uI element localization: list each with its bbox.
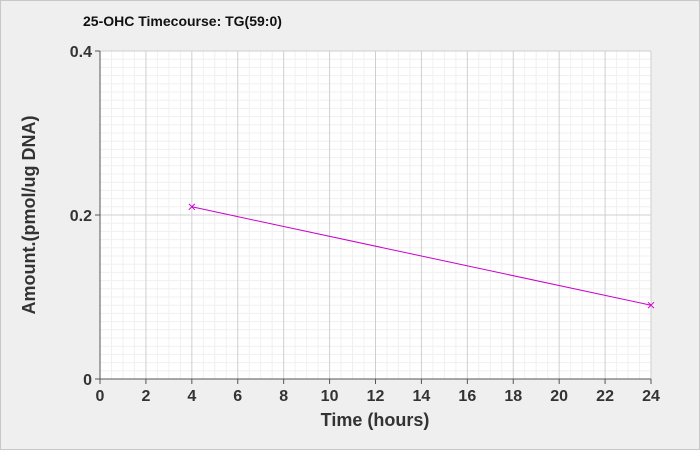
y-tick-label: 0.4 [70,44,92,61]
x-tick-label: 2 [141,388,150,405]
chart-title: 25-OHC Timecourse: TG(59:0) [83,13,282,29]
x-tick-label: 6 [233,388,242,405]
y-tick-label: 0.2 [70,208,92,225]
axes [95,50,652,384]
x-tick-label: 22 [596,388,614,405]
x-tick-label: 18 [504,388,522,405]
series-line [191,206,652,306]
x-tick-label: 24 [642,388,660,405]
x-tick-label: 0 [96,388,105,405]
data-point-marker [188,203,196,211]
x-tick-label: 10 [321,388,339,405]
marker-stroke [188,203,196,211]
data-point-marker [647,301,655,309]
x-tick-label: 12 [367,388,385,405]
x-tick-label: 16 [458,388,476,405]
x-tick-label: 8 [279,388,288,405]
y-axis-label: Amount.(pmol/ug DNA) [19,116,39,315]
x-tick-label: 4 [187,388,196,405]
y-tick-label: 0 [83,372,92,389]
marker-stroke [647,301,655,309]
series-group [188,203,655,309]
x-axis-label: Time (hours) [321,410,430,430]
grid [99,50,652,380]
x-tick-label: 14 [413,388,431,405]
x-tick-label: 20 [550,388,568,405]
